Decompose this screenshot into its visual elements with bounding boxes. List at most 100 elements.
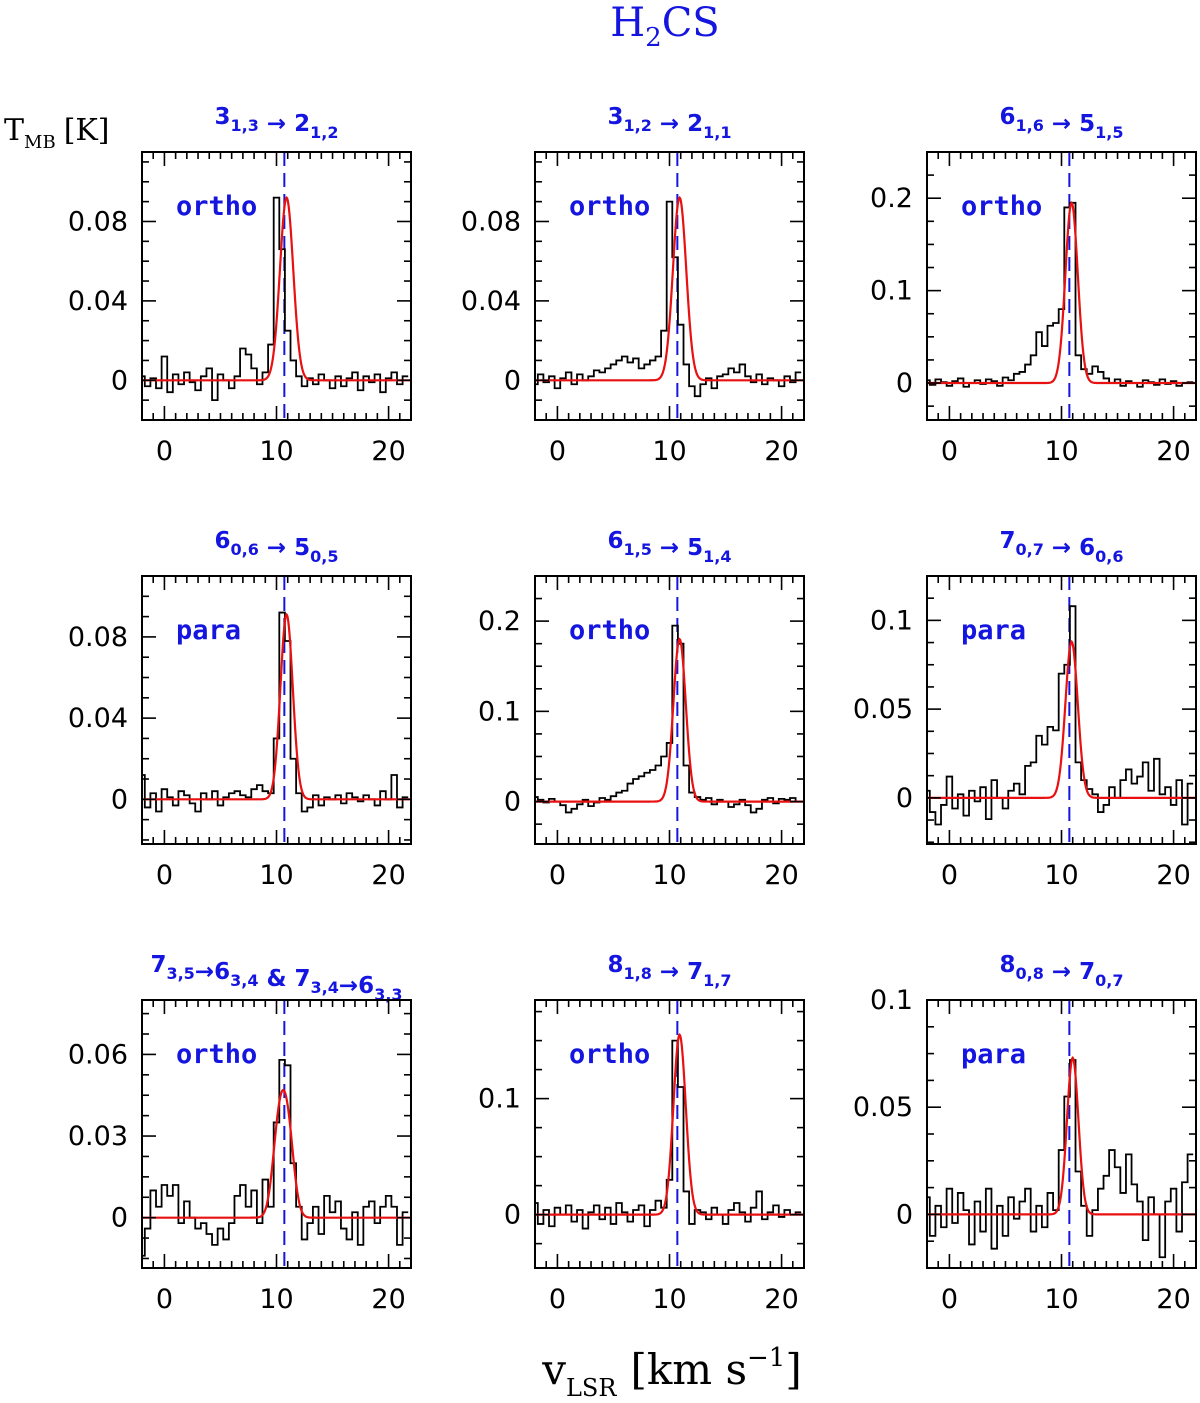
plot-area <box>142 1000 411 1268</box>
gaussian-fit <box>142 195 411 382</box>
x-tick-label: 10 <box>259 1284 293 1315</box>
y-tick-label: 0.1 <box>870 985 913 1016</box>
observed-spectrum <box>142 1058 409 1257</box>
x-axis-label-close: ] <box>785 1345 801 1394</box>
transition-part: 6 <box>607 528 623 554</box>
transition-subscript: 1,6 <box>1016 116 1044 135</box>
transition-subscript: 0,8 <box>1016 964 1044 983</box>
gaussian-fit <box>535 637 804 803</box>
plot-area <box>927 152 1196 420</box>
transition-label: 70,7 → 60,6 <box>999 528 1123 566</box>
x-axis-label-main: v <box>541 1345 566 1394</box>
plot-area <box>142 152 411 420</box>
spin-label: para <box>176 615 241 646</box>
x-tick-label: 10 <box>652 436 686 467</box>
figure-title-tail: CS <box>662 0 720 46</box>
x-tick-label: 0 <box>156 436 173 467</box>
transition-part: 6 <box>999 104 1015 130</box>
gaussian-fit <box>142 612 411 801</box>
transition-part: → <box>652 111 687 137</box>
transition-subscript: 1,3 <box>231 116 259 135</box>
transition-subscript: 1,7 <box>703 971 731 990</box>
transition-subscript: 1,4 <box>703 547 731 566</box>
transition-part: 6 <box>214 959 230 985</box>
transition-part: → <box>1044 959 1079 985</box>
x-tick-label: 0 <box>941 436 958 467</box>
gaussian-fit <box>927 201 1196 385</box>
x-tick-label: 20 <box>371 860 405 891</box>
y-tick-label: 0.08 <box>68 206 128 237</box>
x-tick-label: 20 <box>371 436 405 467</box>
x-axis-label-sub: LSR <box>566 1374 617 1402</box>
x-tick-label: 20 <box>764 1284 798 1315</box>
transition-part: 3 <box>607 104 623 130</box>
y-tick-label: 0.2 <box>478 606 521 637</box>
transition-label: 31,2 → 21,1 <box>607 104 731 142</box>
y-tick-label: 0.1 <box>478 1084 521 1115</box>
transition-label: 60,6 → 50,5 <box>214 528 338 566</box>
panel-7: 73,5→63,4 & 73,4→63,3 0 10 20 0 0.03 0.06 ortho <box>68 952 412 1315</box>
y-tick-label: 0.05 <box>853 694 913 725</box>
transition-part: → <box>195 959 214 985</box>
plot-area <box>927 1000 1196 1268</box>
x-tick-label: 20 <box>764 860 798 891</box>
transition-subscript: 1,2 <box>624 116 652 135</box>
plot-area <box>535 576 804 844</box>
x-tick-label: 0 <box>156 1284 173 1315</box>
x-tick-label: 20 <box>1156 436 1190 467</box>
transition-part: 7 <box>150 952 166 978</box>
panel-6: 70,7 → 60,6 0 10 20 0 0.05 0.1 para <box>853 528 1197 891</box>
y-tick-label: 0 <box>504 365 521 396</box>
transition-subscript: 3,5 <box>166 964 194 983</box>
x-tick-label: 10 <box>1044 860 1078 891</box>
gaussian-fit <box>535 1033 804 1216</box>
transition-subscript: 0,7 <box>1016 540 1044 559</box>
x-tick-label: 0 <box>549 436 566 467</box>
figure-title-sub: 2 <box>645 23 662 53</box>
spin-label: ortho <box>961 191 1042 222</box>
spin-label: para <box>961 1039 1026 1070</box>
transition-part: → <box>1044 535 1079 561</box>
transition-part: 6 <box>214 528 230 554</box>
y-tick-label: 0.06 <box>68 1039 128 1070</box>
transition-label: 81,8 → 71,7 <box>607 952 731 990</box>
x-tick-label: 0 <box>549 1284 566 1315</box>
plot-area <box>535 1000 804 1268</box>
transition-part: 3 <box>214 104 230 130</box>
x-axis-label-exp: −1 <box>747 1343 785 1373</box>
transition-part: → <box>259 111 294 137</box>
y-tick-label: 0 <box>896 368 913 399</box>
x-tick-label: 20 <box>371 1284 405 1315</box>
transition-part: 5 <box>294 535 310 561</box>
transition-subscript: 0,5 <box>310 547 338 566</box>
transition-part: → <box>259 535 294 561</box>
y-tick-label: 0 <box>896 1199 913 1230</box>
observed-spectrum <box>142 196 409 402</box>
transition-subscript: 3,4 <box>311 978 339 997</box>
transition-part: 8 <box>999 952 1015 978</box>
transition-part: → <box>652 959 687 985</box>
x-tick-label: 20 <box>764 436 798 467</box>
observed-spectrum <box>927 1059 1194 1259</box>
transition-part: 8 <box>607 952 623 978</box>
transition-subscript: 1,2 <box>310 123 338 142</box>
panel-4: 60,6 → 50,5 0 10 20 0 0.04 0.08 para <box>68 528 412 891</box>
plot-area <box>142 576 411 844</box>
y-tick-label: 0 <box>111 784 128 815</box>
gaussian-fit <box>142 1088 411 1219</box>
y-tick-label: 0.1 <box>870 276 913 307</box>
transition-part: 7 <box>999 528 1015 554</box>
x-tick-label: 0 <box>941 860 958 891</box>
observed-spectrum <box>535 200 802 398</box>
transition-label: 80,8 → 70,7 <box>999 952 1123 990</box>
y-tick-label: 0.08 <box>461 206 521 237</box>
x-tick-label: 10 <box>1044 436 1078 467</box>
transition-subscript: 1,1 <box>703 123 731 142</box>
y-tick-label: 0 <box>504 787 521 818</box>
y-tick-label: 0.04 <box>68 286 128 317</box>
x-tick-label: 0 <box>549 860 566 891</box>
transition-subscript: 3,4 <box>230 971 258 990</box>
x-tick-label: 10 <box>259 860 293 891</box>
